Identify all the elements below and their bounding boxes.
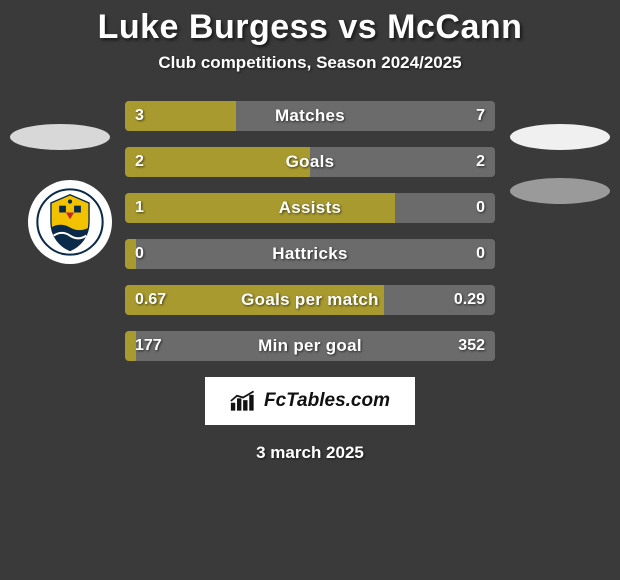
stat-row: Min per goal177 352 bbox=[125, 331, 495, 361]
stat-value-right: 2 bbox=[466, 147, 495, 177]
subtitle: Club competitions, Season 2024/2025 bbox=[0, 53, 620, 73]
stat-label: Assists bbox=[125, 193, 495, 223]
stat-value-left: 0.67 bbox=[125, 285, 176, 315]
stat-value-left: 3 bbox=[125, 101, 154, 131]
player-left-badge-placeholder bbox=[10, 124, 110, 150]
stat-value-left: 0 bbox=[125, 239, 154, 269]
stat-row: Assists1 0 bbox=[125, 193, 495, 223]
stat-value-right: 7 bbox=[466, 101, 495, 131]
stat-value-left: 177 bbox=[125, 331, 172, 361]
branding-box: FcTables.com bbox=[205, 377, 415, 425]
stat-value-right: 352 bbox=[448, 331, 495, 361]
stat-value-left: 1 bbox=[125, 193, 154, 223]
stat-value-right: 0 bbox=[466, 193, 495, 223]
player-right-badge-placeholder-2 bbox=[510, 178, 610, 204]
stat-label: Min per goal bbox=[125, 331, 495, 361]
stat-row: Matches3 7 bbox=[125, 101, 495, 131]
page-title: Luke Burgess vs McCann bbox=[0, 8, 620, 47]
stat-row: Hattricks0 0 bbox=[125, 239, 495, 269]
stat-value-right: 0.29 bbox=[444, 285, 495, 315]
date-text: 3 march 2025 bbox=[0, 443, 620, 463]
stat-value-left: 2 bbox=[125, 147, 154, 177]
southport-crest-icon bbox=[36, 188, 104, 256]
stat-label: Matches bbox=[125, 101, 495, 131]
player-right-badge-placeholder-1 bbox=[510, 124, 610, 150]
stat-label: Goals bbox=[125, 147, 495, 177]
stat-row: Goals2 2 bbox=[125, 147, 495, 177]
stat-row: Goals per match0.67 0.29 bbox=[125, 285, 495, 315]
fctables-logo-icon bbox=[230, 390, 258, 412]
stat-label: Hattricks bbox=[125, 239, 495, 269]
stat-value-right: 0 bbox=[466, 239, 495, 269]
club-logo bbox=[28, 180, 112, 264]
comparison-infographic: Luke Burgess vs McCann Club competitions… bbox=[0, 0, 620, 463]
stats-bars: Matches37Goals22Assists10Hattricks00Goal… bbox=[125, 101, 495, 361]
branding-text: FcTables.com bbox=[264, 390, 390, 412]
stat-label: Goals per match bbox=[125, 285, 495, 315]
